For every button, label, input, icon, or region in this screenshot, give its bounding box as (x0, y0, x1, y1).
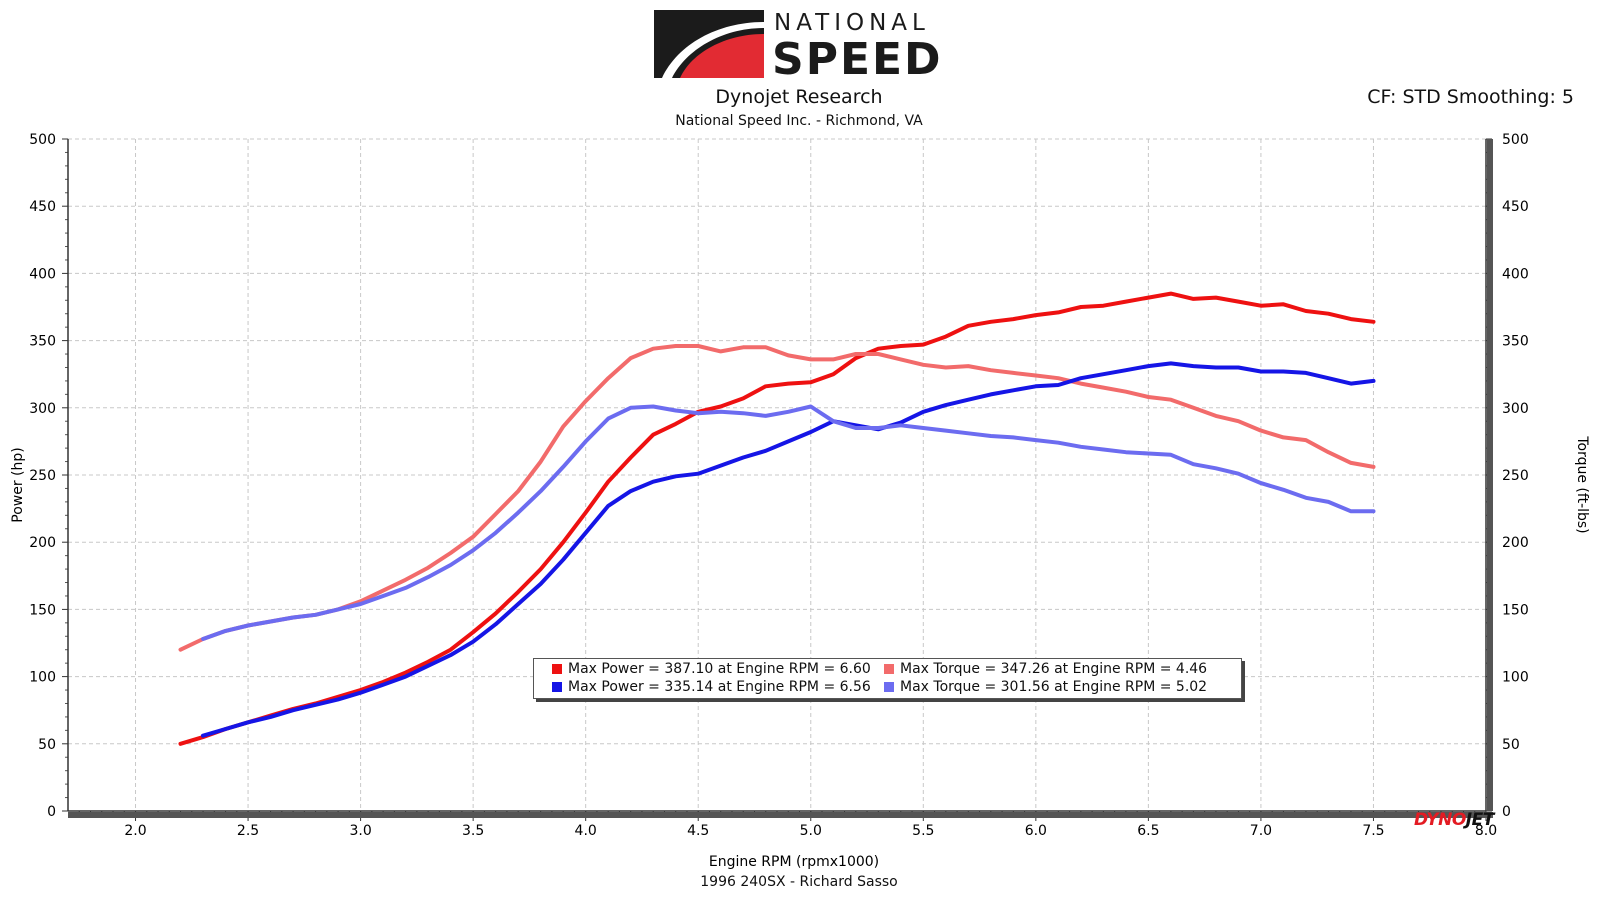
brand-part1: DYNO (1414, 810, 1466, 830)
series-line-1 (178, 344, 1376, 652)
logo-road-swoosh (662, 22, 764, 78)
chart-legend: Max Power = 387.10 at Engine RPM = 6.60 … (533, 658, 1242, 699)
right-axis-bar (1487, 139, 1493, 811)
legend-text: Max Torque = 301.56 at Engine RPM = 5.02 (900, 679, 1208, 695)
y-tick-label-right: 0 (1502, 804, 1511, 820)
legend-item: Max Torque = 301.56 at Engine RPM = 5.02 (884, 679, 1207, 695)
y-tick-label-left: 350 (29, 334, 56, 350)
x-tick-label: 5.5 (912, 823, 934, 839)
y-tick-label-left: 400 (29, 266, 56, 282)
brand-part2: JET (1465, 810, 1495, 830)
y-tick-label-right: 200 (1502, 535, 1529, 551)
legend-swatch (552, 664, 562, 674)
y-tick-label-left: 250 (29, 468, 56, 484)
y-tick-label-left: 450 (29, 199, 56, 215)
logo-text-bottom: SPEED (772, 34, 943, 80)
y-tick-label-left: 0 (47, 804, 56, 820)
y-tick-label-right: 150 (1502, 602, 1529, 618)
y-tick-label-left: 50 (38, 737, 56, 753)
logo-text-top: NATIONAL (774, 10, 930, 36)
series-line-3 (201, 404, 1376, 641)
x-tick-label: 4.0 (575, 823, 597, 839)
legend-swatch (884, 682, 894, 692)
legend-text: Max Power = 387.10 at Engine RPM = 6.60 (568, 661, 871, 677)
x-tick-label: 7.0 (1250, 823, 1272, 839)
x-tick-label: 4.5 (687, 823, 709, 839)
series-line-0 (178, 291, 1376, 746)
y-tick-label-left: 300 (29, 401, 56, 417)
chart-series (178, 291, 1376, 746)
national-speed-logo: NATIONAL SPEED (654, 10, 943, 80)
y-tick-label-right: 300 (1502, 401, 1529, 417)
chart-grid (68, 138, 1487, 812)
x-tick-label: 7.5 (1362, 823, 1384, 839)
x-tick-label: 5.0 (800, 823, 822, 839)
run-caption: 1996 240SX - Richard Sasso (700, 874, 898, 890)
legend-swatch (884, 664, 894, 674)
legend-text: Max Power = 335.14 at Engine RPM = 6.56 (568, 679, 871, 695)
legend-item: Max Power = 335.14 at Engine RPM = 6.56 (552, 679, 871, 695)
y-tick-label-left: 150 (29, 602, 56, 618)
series-line-2 (201, 361, 1376, 738)
y-tick-label-right: 50 (1502, 737, 1520, 753)
bottom-axis-bar (68, 812, 1493, 818)
x-tick-label: 2.0 (124, 823, 146, 839)
dynojet-brand: DYNOJET (1414, 810, 1494, 830)
chart-axes: 0 0 50 50 100 100 150 150 200 200 250 250 300 300 350 3… (29, 132, 1528, 839)
x-tick-label: 8.0 (1475, 823, 1497, 839)
x-tick-label: 3.0 (349, 823, 371, 839)
legend-text: Max Torque = 347.26 at Engine RPM = 4.46 (900, 661, 1208, 677)
x-tick-label: 2.5 (237, 823, 259, 839)
y-axis-label-right: Torque (ft-lbs) (1574, 435, 1590, 533)
y-tick-label-left: 100 (29, 670, 56, 686)
y-tick-label-right: 450 (1502, 199, 1529, 215)
legend-swatch (552, 682, 562, 692)
x-axis-label: Engine RPM (rpmx1000) (709, 854, 879, 870)
y-tick-label-right: 250 (1502, 468, 1529, 484)
y-tick-label-left: 500 (29, 132, 56, 148)
legend-item: Max Torque = 347.26 at Engine RPM = 4.46 (884, 661, 1207, 677)
logo-road-red (680, 34, 764, 78)
y-tick-label-right: 100 (1502, 670, 1529, 686)
y-axis-label-left: Power (hp) (10, 447, 26, 522)
y-tick-label-right: 400 (1502, 266, 1529, 282)
y-tick-label-left: 200 (29, 535, 56, 551)
y-tick-label-right: 350 (1502, 334, 1529, 350)
x-tick-label: 6.0 (1025, 823, 1047, 839)
correction-factor-info: CF: STD Smoothing: 5 (1367, 86, 1574, 108)
chart-title: Dynojet Research (715, 86, 883, 108)
y-tick-label-right: 500 (1502, 132, 1529, 148)
legend-item: Max Power = 387.10 at Engine RPM = 6.60 (552, 661, 871, 677)
x-tick-label: 6.5 (1137, 823, 1159, 839)
chart-subtitle: National Speed Inc. - Richmond, VA (675, 113, 923, 129)
x-tick-label: 3.5 (462, 823, 484, 839)
